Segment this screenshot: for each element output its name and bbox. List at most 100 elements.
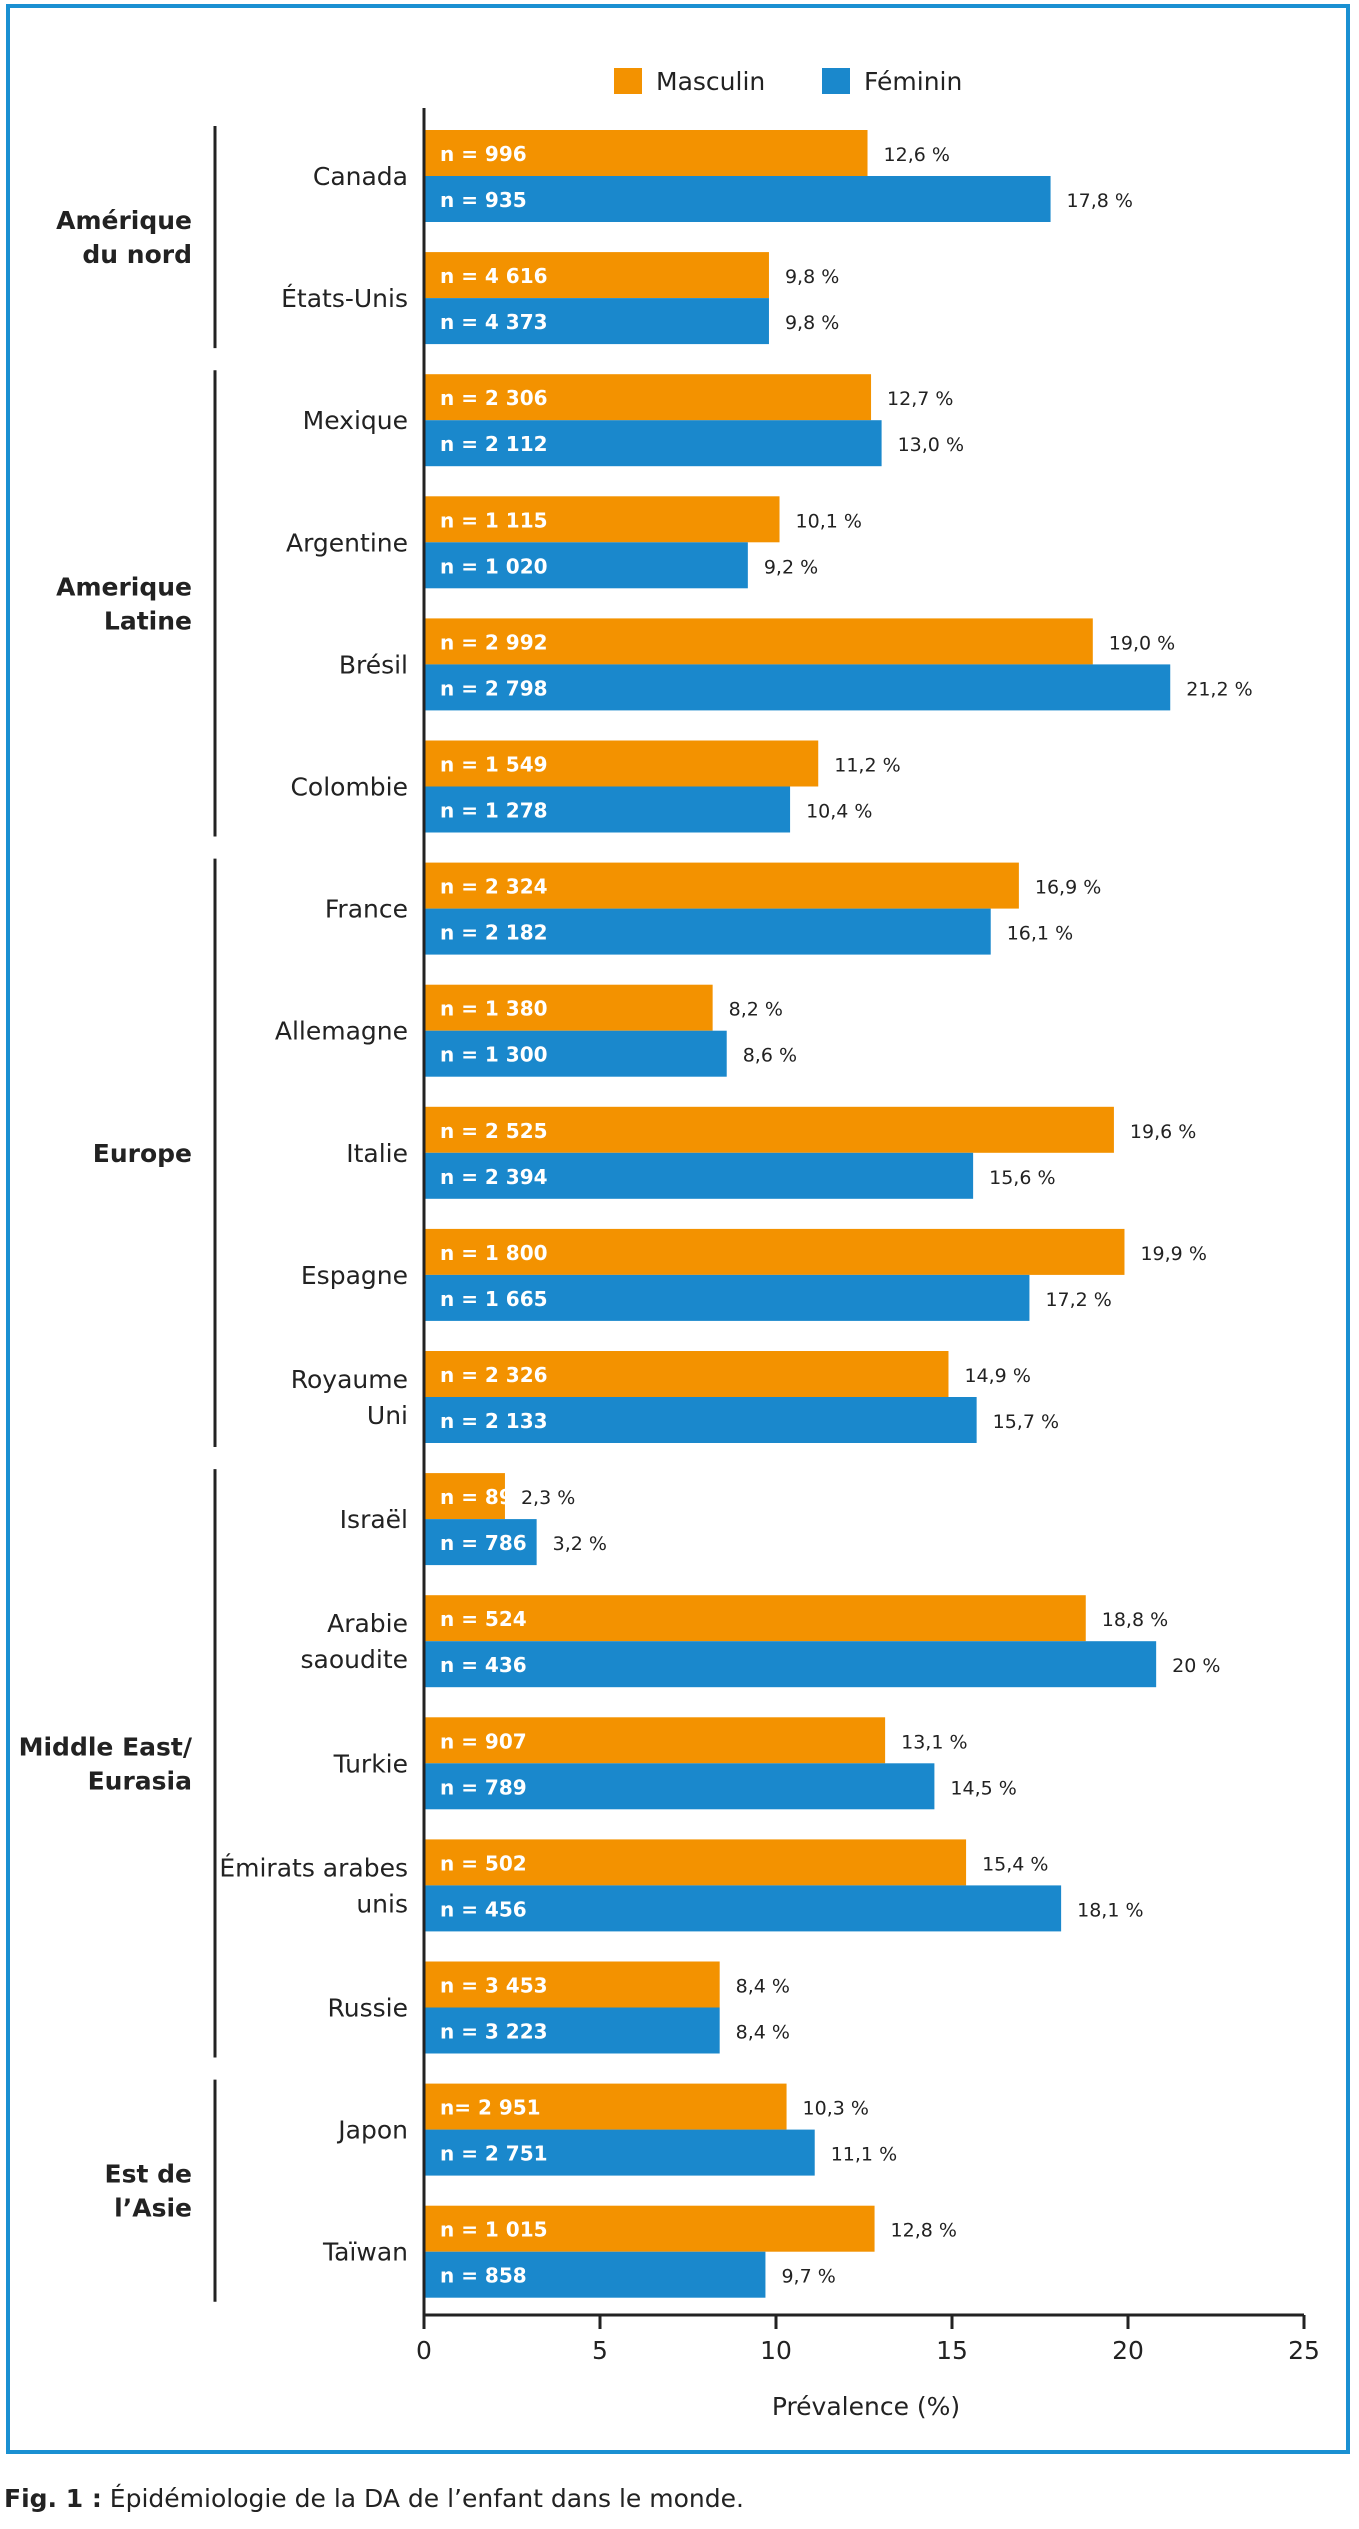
bar-masculin: [424, 1473, 505, 1520]
bar-value-label: 12,8 %: [891, 2220, 957, 2242]
bar-feminin: [424, 908, 991, 955]
bar-n-label: n = 3 223: [440, 2020, 548, 2044]
bar-n-label: n = 1 015: [440, 2218, 548, 2242]
group-label: Europe: [93, 1139, 192, 1168]
country-label: Mexique: [303, 406, 408, 435]
country-label: Royaume: [291, 1365, 408, 1394]
country-label: saoudite: [301, 1645, 408, 1674]
country-label: Colombie: [290, 773, 408, 802]
group-label: Amerique: [56, 572, 192, 601]
bar-n-label: n = 935: [440, 188, 527, 212]
bar-n-label: n = 2 525: [440, 1119, 548, 1143]
bar-feminin: [424, 420, 882, 467]
bar-feminin: [424, 1397, 977, 1443]
bar-value-label: 17,8 %: [1067, 190, 1133, 212]
bar-value-label: 10,1 %: [796, 510, 862, 532]
bar-masculin: [424, 2083, 787, 2130]
bar-value-label: 9,2 %: [764, 556, 818, 578]
bar-feminin: [424, 298, 769, 345]
bar-n-label: n = 2 751: [440, 2142, 548, 2166]
legend-label-masculin: Masculin: [656, 67, 765, 96]
bar-n-label: n = 1 020: [440, 554, 548, 578]
bar-value-label: 9,8 %: [785, 266, 839, 288]
country-label: Japon: [336, 2116, 408, 2145]
bar-masculin: [424, 1839, 967, 1886]
country-label: États-Unis: [281, 284, 408, 313]
bar-value-label: 21,2 %: [1186, 678, 1252, 700]
bar-value-label: 8,4 %: [736, 1976, 790, 1998]
bar-value-label: 10,4 %: [806, 801, 872, 823]
bar-n-label: n = 502: [440, 1851, 527, 1875]
bar-masculin: [424, 862, 1019, 909]
bar-masculin: [424, 1106, 1114, 1153]
country-label: Taïwan: [322, 2238, 408, 2267]
bar-feminin: [424, 1519, 537, 1566]
x-tick-label: 10: [760, 2336, 792, 2365]
x-tick-label: 20: [1112, 2336, 1144, 2365]
x-axis-title: Prévalence (%): [772, 2392, 960, 2421]
bar-masculin: [424, 740, 819, 787]
bar-n-label: n = 1 380: [440, 997, 548, 1021]
x-tick-label: 25: [1288, 2336, 1320, 2365]
bar-masculin: [424, 252, 769, 299]
bar-n-label: n = 2 394: [440, 1165, 548, 1189]
country-label: Russie: [328, 1994, 408, 2023]
group-label: Middle East/: [19, 1732, 193, 1761]
bar-masculin: [424, 2205, 875, 2252]
bar-n-label: n = 1 115: [440, 508, 548, 532]
bar-n-label: n = 2 182: [440, 921, 548, 945]
bar-value-label: 13,1 %: [901, 1731, 967, 1753]
bar-n-label: n = 2 306: [440, 386, 548, 410]
bar-n-label: n = 2 133: [440, 1409, 548, 1433]
figure-caption: Fig. 1 : Épidémiologie de la DA de l’enf…: [4, 2484, 744, 2513]
bar-value-label: 19,9 %: [1140, 1243, 1206, 1265]
bar-feminin: [424, 542, 748, 589]
bar-n-label: n = 858: [440, 2264, 527, 2288]
country-label: Brésil: [339, 650, 408, 679]
bar-n-label: n = 789: [440, 1775, 527, 1799]
bar-value-label: 18,1 %: [1077, 1899, 1143, 1921]
bar-value-label: 8,6 %: [743, 1045, 797, 1067]
bar-n-label: n = 2 324: [440, 875, 548, 899]
bar-value-label: 2,3 %: [521, 1487, 575, 1509]
bar-feminin: [424, 1030, 727, 1077]
bar-feminin: [424, 2251, 766, 2298]
country-label: Israël: [340, 1505, 408, 1534]
bar-feminin: [424, 1152, 974, 1199]
legend-swatch-feminin: [822, 68, 850, 94]
bar-n-label: n = 1 549: [440, 753, 548, 777]
legend-swatch-masculin: [614, 68, 642, 94]
country-label: France: [325, 895, 408, 924]
figure-frame: Masculin Féminin n = 996 12,6 % n = 935 17,8 …: [6, 4, 1350, 2454]
bar-value-label: 10,3 %: [803, 2098, 869, 2120]
bar-value-label: 9,7 %: [781, 2266, 835, 2288]
bar-masculin: [424, 618, 1093, 665]
group-label: du nord: [82, 240, 192, 269]
bar-n-label: n= 2 951: [440, 2096, 541, 2120]
bar-value-label: 17,2 %: [1045, 1289, 1111, 1311]
bar-value-label: 12,7 %: [887, 388, 953, 410]
bar-feminin: [424, 786, 791, 833]
x-tick-label: 5: [592, 2336, 608, 2365]
bar-n-label: n = 3 453: [440, 1974, 548, 1998]
country-label: Uni: [367, 1401, 408, 1430]
bar-n-label: n = 1 665: [440, 1287, 548, 1311]
bar-value-label: 14,5 %: [950, 1777, 1016, 1799]
bar-masculin: [424, 984, 713, 1031]
country-label: Italie: [346, 1139, 408, 1168]
bar-n-label: n = 996: [440, 142, 527, 166]
x-tick-label: 15: [936, 2336, 968, 2365]
bar-masculin: [424, 1595, 1086, 1642]
bar-n-label: n = 2 326: [440, 1363, 548, 1387]
bar-value-label: 15,7 %: [993, 1411, 1059, 1433]
bar-value-label: 16,9 %: [1035, 877, 1101, 899]
bar-feminin: [424, 2007, 720, 2054]
country-label: Espagne: [301, 1261, 408, 1290]
bar-masculin: [424, 496, 780, 543]
bar-n-label: n = 4 373: [440, 310, 548, 334]
bar-n-label: n = 786: [440, 1531, 527, 1555]
bar-masculin: [424, 374, 872, 421]
country-label: Argentine: [286, 528, 408, 557]
bar-value-label: 13,0 %: [898, 434, 964, 456]
group-label: Amérique: [56, 206, 192, 235]
